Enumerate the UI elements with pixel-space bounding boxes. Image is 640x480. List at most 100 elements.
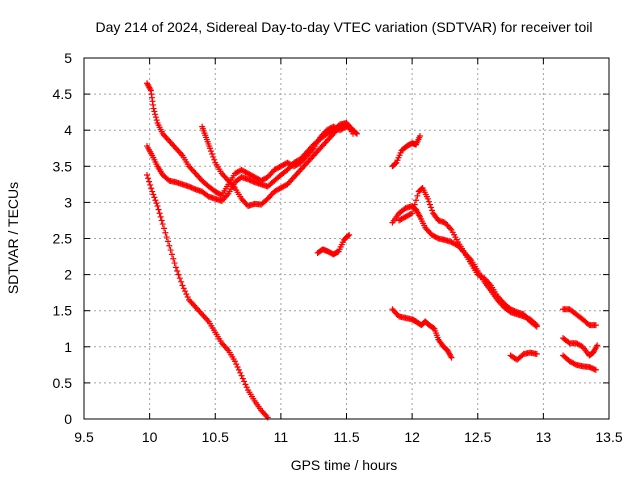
data-point xyxy=(168,251,175,258)
data-point xyxy=(161,225,168,232)
y-tick-label: 1.5 xyxy=(53,303,73,319)
data-point xyxy=(346,231,353,238)
data-point xyxy=(353,130,360,137)
data-point xyxy=(148,185,155,192)
y-tick-label: 0 xyxy=(64,411,72,427)
data-point xyxy=(407,210,414,217)
data-point xyxy=(158,217,165,224)
data-point xyxy=(152,197,159,204)
data-point xyxy=(167,247,174,254)
data-point xyxy=(565,339,572,346)
data-point xyxy=(166,242,173,249)
data-point xyxy=(417,132,423,139)
data-point xyxy=(448,354,455,361)
data-point xyxy=(571,361,578,368)
x-tick-label: 10.5 xyxy=(202,429,229,445)
y-tick-label: 3 xyxy=(64,194,72,210)
data-point xyxy=(179,282,186,289)
data-point xyxy=(154,203,161,210)
y-tick-labels: 0 0.5 1 1.5 2 2.5 3 3.5 4 4.5 5 xyxy=(53,50,73,427)
y-tick-label: 0.5 xyxy=(53,375,73,391)
data-point xyxy=(345,232,352,239)
data-point xyxy=(156,210,163,217)
data-point xyxy=(162,229,169,236)
data-point xyxy=(592,322,599,329)
data-point xyxy=(235,366,242,373)
data-point xyxy=(594,342,601,349)
data-point xyxy=(151,194,158,201)
data-point xyxy=(175,271,182,278)
data-point xyxy=(182,288,189,295)
ticks xyxy=(83,57,610,420)
data-point xyxy=(211,156,218,163)
data-markers xyxy=(144,80,601,421)
series-track-8 xyxy=(396,184,540,330)
y-tick-label: 2 xyxy=(64,267,72,283)
data-point xyxy=(242,381,249,388)
data-point xyxy=(414,192,421,199)
data-point xyxy=(171,260,178,267)
y-axis-label: SDTVAR / TECUs xyxy=(5,182,21,294)
y-tick-label: 4 xyxy=(64,122,72,138)
data-point xyxy=(425,198,432,205)
data-point xyxy=(532,322,539,329)
data-point xyxy=(165,238,171,245)
y-tick-label: 4.5 xyxy=(53,86,73,102)
data-point xyxy=(183,291,190,298)
x-tick-label: 13.5 xyxy=(595,429,622,445)
data-point xyxy=(152,114,159,121)
data-point xyxy=(424,195,431,202)
data-point xyxy=(145,175,152,182)
data-point xyxy=(342,120,349,127)
data-point xyxy=(144,171,150,178)
data-point xyxy=(428,204,435,211)
series-track-12 xyxy=(560,335,601,359)
series-track-13 xyxy=(560,352,599,373)
data-point xyxy=(163,234,170,241)
data-point xyxy=(151,108,158,115)
data-point xyxy=(152,111,159,118)
y-tick-label: 1 xyxy=(64,339,72,355)
series-track-10 xyxy=(507,349,540,363)
data-point xyxy=(149,188,156,195)
data-point xyxy=(592,366,599,373)
x-axis-label: GPS time / hours xyxy=(291,457,398,473)
data-point xyxy=(178,278,185,285)
data-point xyxy=(157,213,164,220)
data-point xyxy=(147,181,154,188)
data-point xyxy=(176,275,183,282)
series-track-1 xyxy=(144,171,271,421)
data-point xyxy=(210,153,217,160)
series-track-9 xyxy=(389,306,455,361)
data-point xyxy=(207,145,213,152)
y-tick-label: 5 xyxy=(64,50,72,66)
data-point xyxy=(170,255,177,262)
data-point xyxy=(426,201,433,208)
data-point xyxy=(146,178,153,185)
data-point xyxy=(585,320,591,327)
data-point xyxy=(150,105,157,112)
data-point xyxy=(184,293,191,300)
data-point xyxy=(409,210,416,217)
data-point xyxy=(413,197,420,204)
data-point xyxy=(533,351,540,358)
x-tick-label: 12.5 xyxy=(464,429,491,445)
x-tick-labels: 9.5 10 10.5 11 11.5 12 12.5 13 13.5 xyxy=(74,429,623,445)
x-tick-label: 11.5 xyxy=(333,429,359,445)
series-track-11 xyxy=(560,306,599,329)
series-track-6 xyxy=(389,132,423,170)
data-point xyxy=(241,378,248,385)
data-point xyxy=(237,369,244,376)
data-point xyxy=(410,205,417,212)
y-tick-label: 3.5 xyxy=(53,158,73,174)
data-point xyxy=(180,285,187,292)
x-tick-label: 12 xyxy=(404,429,420,445)
data-point xyxy=(234,364,241,371)
x-tick-label: 9.5 xyxy=(74,429,94,445)
data-point xyxy=(159,221,166,228)
data-point xyxy=(392,160,399,167)
y-tick-label: 2.5 xyxy=(53,231,73,247)
data-point xyxy=(231,358,238,365)
data-point xyxy=(264,414,271,421)
